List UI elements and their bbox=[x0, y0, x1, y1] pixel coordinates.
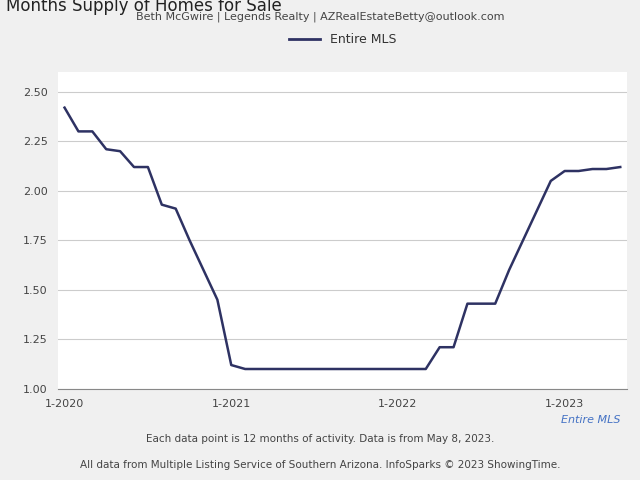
Text: All data from Multiple Listing Service of Southern Arizona. InfoSparks © 2023 Sh: All data from Multiple Listing Service o… bbox=[80, 460, 560, 470]
Text: Beth McGwire | Legends Realty | AZRealEstateBetty@outlook.com: Beth McGwire | Legends Realty | AZRealEs… bbox=[136, 12, 504, 23]
Text: Months Supply of Homes for Sale: Months Supply of Homes for Sale bbox=[6, 0, 282, 15]
Text: Entire MLS: Entire MLS bbox=[561, 415, 621, 425]
Text: Each data point is 12 months of activity. Data is from May 8, 2023.: Each data point is 12 months of activity… bbox=[146, 434, 494, 444]
Legend: Entire MLS: Entire MLS bbox=[284, 27, 401, 50]
